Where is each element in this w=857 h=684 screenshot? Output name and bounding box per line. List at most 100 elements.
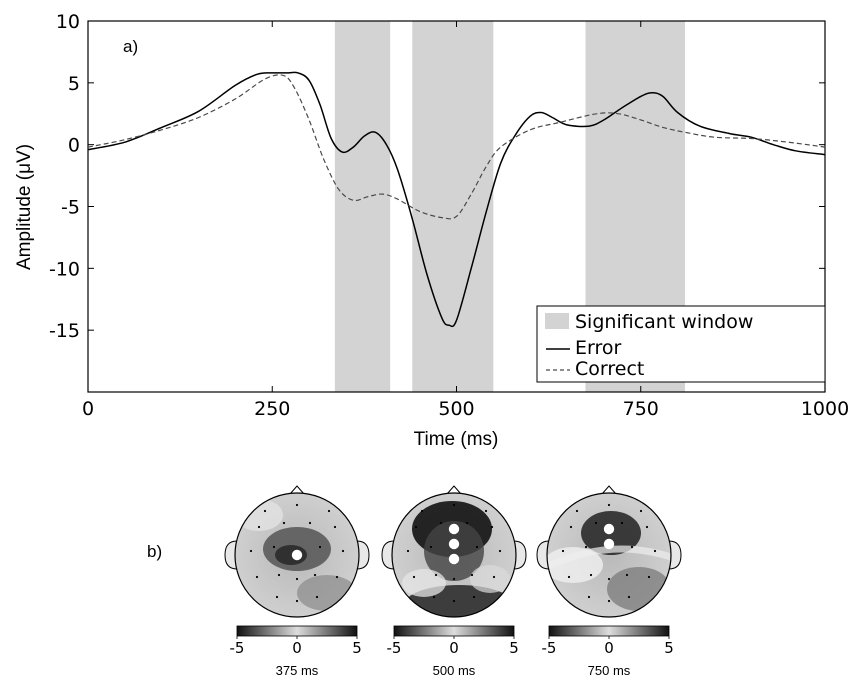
- electrode-dot: [589, 573, 593, 577]
- colorbar-tick-label: 0: [449, 639, 459, 657]
- electrode-dot: [439, 521, 443, 525]
- head-right-ear: [668, 540, 682, 570]
- topography-panel: b) -5 0 5 375 ms -5 0 5 500 ms -5 0 5 750 ms: [147, 485, 682, 678]
- head-left-ear: [224, 540, 238, 570]
- highlighted-electrode: [291, 549, 303, 561]
- head-right-ear: [513, 540, 527, 570]
- electrode-dot: [465, 521, 469, 525]
- electrode-dot: [475, 545, 479, 549]
- topomap-3: -5 0 5 750 ms: [536, 485, 682, 678]
- colorbar: [236, 625, 358, 637]
- y-axis-ticks: 10 5 0 -5 -10 -15: [49, 11, 825, 342]
- electrode-dot: [257, 525, 261, 529]
- topomap-time-label: 750 ms: [588, 663, 631, 678]
- electrode-dot: [630, 545, 634, 549]
- topomap-time-label: 375 ms: [276, 663, 319, 678]
- electrode-dot: [607, 577, 611, 581]
- electrode-dot: [414, 525, 418, 529]
- legend-box: [536, 305, 826, 383]
- electrode-dot: [639, 509, 643, 513]
- colorbar-tick-label: -5: [387, 639, 402, 657]
- electrode-dot: [625, 573, 629, 577]
- colorbar-tick-label: 5: [352, 639, 362, 657]
- head-outline: [234, 492, 360, 618]
- electrode-dot: [315, 595, 319, 599]
- y-tick-label: 0: [68, 135, 80, 157]
- electrode-dot: [255, 575, 259, 579]
- electrode-dot: [313, 573, 317, 577]
- significant-window-1: [334, 21, 391, 392]
- topomap-1: -5 0 5 375 ms: [224, 485, 370, 678]
- head-outline: [391, 492, 517, 618]
- legend-window-swatch: [545, 313, 569, 329]
- electrode-dot: [263, 509, 267, 513]
- electrode-dot: [420, 509, 424, 513]
- electrode-dot: [470, 573, 474, 577]
- y-tick-label: -10: [49, 258, 80, 280]
- electrode-dot: [275, 595, 279, 599]
- electrode-dot: [567, 575, 571, 579]
- legend: Significant window Error Correct: [536, 305, 826, 383]
- head-left-ear: [536, 540, 550, 570]
- electrode-dot: [620, 521, 624, 525]
- panel-label-a: a): [123, 37, 138, 56]
- colorbar-tick-label: 5: [509, 639, 519, 657]
- head-outline: [546, 492, 672, 618]
- electrode-dot: [653, 549, 657, 553]
- electrode-dot: [484, 509, 488, 513]
- electrode-dot: [561, 549, 565, 553]
- x-tick-label: 250: [254, 398, 290, 420]
- electrode-dot: [335, 575, 339, 579]
- electrode-dot: [295, 599, 299, 603]
- topomap-2: -5 0 5 500 ms: [381, 485, 527, 678]
- x-tick-label: 500: [438, 398, 474, 420]
- head-nose: [289, 485, 305, 495]
- electrode-dot: [647, 575, 651, 579]
- electrode-dot: [249, 549, 253, 553]
- head-right-ear: [356, 540, 370, 570]
- colorbar-tick-label: 0: [604, 639, 614, 657]
- electrode-dot: [452, 599, 456, 603]
- colorbar: [393, 625, 515, 637]
- topomap-field: [547, 493, 671, 617]
- electrode-dot: [282, 521, 286, 525]
- electrode-dot: [594, 521, 598, 525]
- series-lines: [87, 71, 826, 328]
- panel-label-b: b): [147, 542, 162, 561]
- legend-error-label: Error: [575, 337, 622, 359]
- highlighted-electrode: [448, 523, 460, 535]
- colorbar-tick-label: 0: [292, 639, 302, 657]
- electrode-dot: [645, 525, 649, 529]
- colorbar-tick-label: 5: [664, 639, 674, 657]
- electrode-dot: [569, 525, 573, 529]
- y-tick-label: -15: [49, 320, 80, 342]
- highlighted-electrode: [603, 538, 615, 550]
- electrode-dot: [429, 545, 433, 549]
- y-axis-label: Amplitude (μV): [14, 144, 35, 270]
- electrode-dot: [472, 595, 476, 599]
- head-left-ear: [381, 540, 395, 570]
- erp-plot: 10 5 0 -5 -10 -15 0 250 500 750 1000 a) Time (ms)…: [14, 11, 849, 450]
- electrode-dot: [432, 595, 436, 599]
- electrode-dot: [295, 577, 299, 581]
- y-tick-label: 10: [56, 11, 80, 33]
- electrode-dot: [272, 545, 276, 549]
- electrode-dot: [584, 545, 588, 549]
- colorbar-tick-label: -5: [542, 639, 557, 657]
- electrode-dot: [575, 509, 579, 513]
- head-nose: [601, 485, 617, 495]
- electrode-dot: [627, 595, 631, 599]
- x-tick-label: 750: [623, 398, 659, 420]
- series-line-error: [87, 71, 826, 328]
- colorbar: [548, 625, 670, 637]
- significant-window-2: [412, 21, 494, 392]
- x-axis-label: Time (ms): [414, 429, 499, 450]
- electrode-dot: [492, 575, 496, 579]
- x-axis-ticks: 0 250 500 750 1000: [82, 21, 849, 420]
- electrode-dot: [452, 503, 456, 507]
- electrode-dot: [452, 577, 456, 581]
- highlighted-electrode: [448, 538, 460, 550]
- y-tick-label: -5: [61, 197, 80, 219]
- x-tick-label: 1000: [801, 398, 849, 420]
